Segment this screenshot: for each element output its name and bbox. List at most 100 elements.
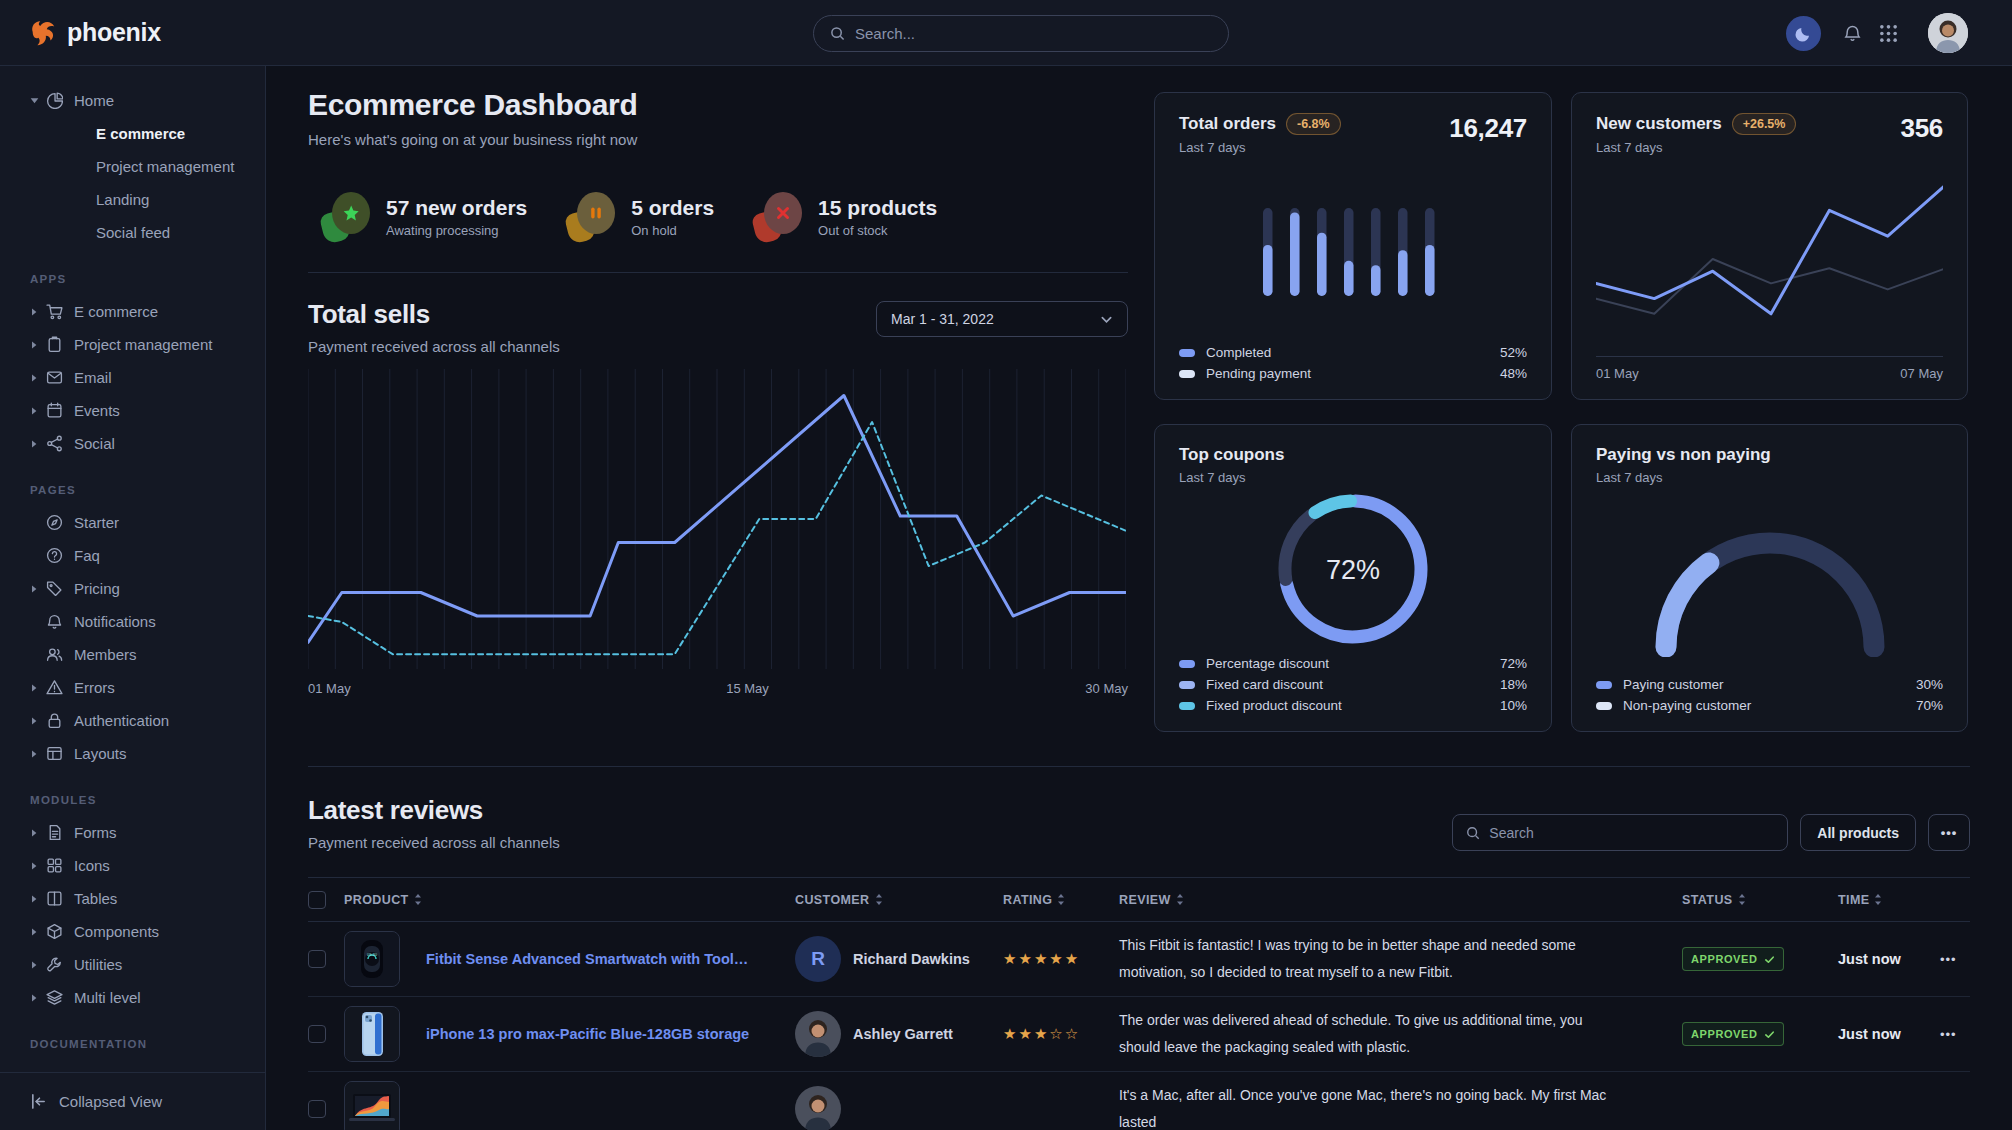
layout-icon [46,745,63,762]
sidebar-item-notifications[interactable]: Notifications [0,605,265,638]
svg-text:09:30: 09:30 [367,952,378,957]
sidebar-subitem-project-management[interactable]: Project management [0,150,265,183]
navbar-search-input[interactable] [855,25,1185,42]
theme-toggle-button[interactable] [1786,16,1821,51]
all-products-button[interactable]: All products [1800,814,1916,851]
row-menu-button[interactable]: ••• [1940,952,1970,967]
clipboard-icon [46,336,63,353]
row-checkbox[interactable] [308,1100,326,1118]
top-coupons-legend-row: Fixed product discount10% [1179,698,1527,713]
sidebar-item-pricing[interactable]: Pricing [0,572,265,605]
brand[interactable]: phoenix [28,18,161,48]
sidebar-item-faq[interactable]: Faq [0,539,265,572]
sidebar-item-tables[interactable]: Tables [0,882,265,915]
review-time: Just now [1838,1026,1940,1042]
product-thumbnail [344,1006,400,1062]
status-badge: APPROVED [1682,1022,1784,1046]
new-customers-value: 356 [1901,113,1943,144]
caret-right-icon [30,928,38,936]
total-sells-title: Total sells [308,299,560,330]
column-header-review[interactable]: REVIEW [1119,893,1682,907]
sidebar-item-e-commerce[interactable]: E commerce [0,295,265,328]
stat-2: 15 productsOut of stock [754,192,937,242]
x-icon [754,192,802,242]
card-title: Paying vs non paying [1596,445,1771,465]
divider [308,272,1128,273]
reviews-search[interactable] [1452,814,1788,851]
product-link[interactable]: iPhone 13 pro max-Pacific Blue-128GB sto… [426,1026,749,1042]
sidebar-item-email[interactable]: Email [0,361,265,394]
sidebar-subitem-e-commerce[interactable]: E commerce [0,117,265,150]
notifications-button[interactable] [1834,15,1870,51]
caret-right-icon [30,440,38,448]
sidebar-item-starter[interactable]: Starter [0,506,265,539]
customer-avatar [795,1011,841,1057]
section-divider [308,766,1970,767]
sort-icon [1176,894,1184,905]
review-text: It's a Mac, after all. Once you've gone … [1119,1082,1682,1130]
top-navbar: phoenix [0,0,2012,66]
row-checkbox[interactable] [308,950,326,968]
sidebar-item-components[interactable]: Components [0,915,265,948]
legend-value: 72% [1500,656,1527,671]
column-header-rating[interactable]: RATING [1003,893,1119,907]
legend-swatch [1179,370,1195,378]
row-checkbox[interactable] [308,1025,326,1043]
sidebar-item-errors[interactable]: Errors [0,671,265,704]
columns-icon [46,890,63,907]
sidebar-item-project-management[interactable]: Project management [0,328,265,361]
caret-right-icon [30,717,38,725]
sidebar-item-forms[interactable]: Forms [0,816,265,849]
stat-value: 15 products [818,196,937,220]
sidebar-item-home[interactable]: Home [0,84,265,117]
user-avatar[interactable] [1928,13,1968,53]
sidebar-item-social[interactable]: Social [0,427,265,460]
caret-right-icon [30,994,38,1002]
column-header-customer[interactable]: CUSTOMER [795,893,1003,907]
sort-icon [1738,894,1746,905]
caret-right-icon [30,684,38,692]
new-customers-card: New customers +26.5% Last 7 days 356 01 … [1571,92,1968,400]
sidebar-item-utilities[interactable]: Utilities [0,948,265,981]
sort-icon [414,894,422,905]
sidebar-subitem-landing[interactable]: Landing [0,183,265,216]
caret-right-icon [30,961,38,969]
cart-icon [46,303,63,320]
dashboard-overview: Ecommerce Dashboard Here's what's going … [308,88,1128,732]
product-link[interactable]: Fitbit Sense Advanced Smartwatch with To… [426,951,756,967]
avatar-image [1928,13,1968,53]
row-menu-button[interactable]: ••• [1940,1027,1970,1042]
legend-label: Fixed product discount [1206,698,1500,713]
trend-badge: +26.5% [1732,113,1797,135]
legend-label: Paying customer [1623,677,1916,692]
date-range-select[interactable]: Mar 1 - 31, 2022 [876,301,1128,337]
legend-value: 52% [1500,345,1527,360]
donut-center-value: 72% [1271,487,1435,655]
review-row-2: It's a Mac, after all. Once you've gone … [308,1072,1970,1130]
column-header-time[interactable]: TIME [1838,893,1940,907]
more-options-button[interactable]: ••• [1928,814,1970,851]
main-content: Ecommerce Dashboard Here's what's going … [266,66,2012,1130]
column-header-status[interactable]: STATUS [1682,893,1838,907]
sidebar-item-icons[interactable]: Icons [0,849,265,882]
reviews-search-input[interactable] [1489,825,1769,841]
navbar-search[interactable] [813,15,1229,52]
apps-menu-button[interactable] [1870,15,1906,51]
legend-label: Pending payment [1206,366,1500,381]
sidebar-item-authentication[interactable]: Authentication [0,704,265,737]
legend-swatch [1179,702,1195,710]
reviews-title: Latest reviews [308,795,560,826]
trend-badge: -6.8% [1286,113,1341,135]
check-icon [1764,954,1775,965]
collapse-sidebar-button[interactable]: Collapsed View [0,1072,265,1130]
sidebar-item-layouts[interactable]: Layouts [0,737,265,770]
card-title: Top coupons [1179,445,1284,465]
sidebar-item-members[interactable]: Members [0,638,265,671]
sidebar-item-events[interactable]: Events [0,394,265,427]
column-header-product[interactable]: PRODUCT [344,893,795,907]
lock-icon [46,712,63,729]
sidebar-item-multi-level[interactable]: Multi level [0,981,265,1014]
select-all-checkbox[interactable] [308,891,326,909]
sidebar-subitem-social-feed[interactable]: Social feed [0,216,265,249]
chevron-down-icon [1100,313,1113,326]
